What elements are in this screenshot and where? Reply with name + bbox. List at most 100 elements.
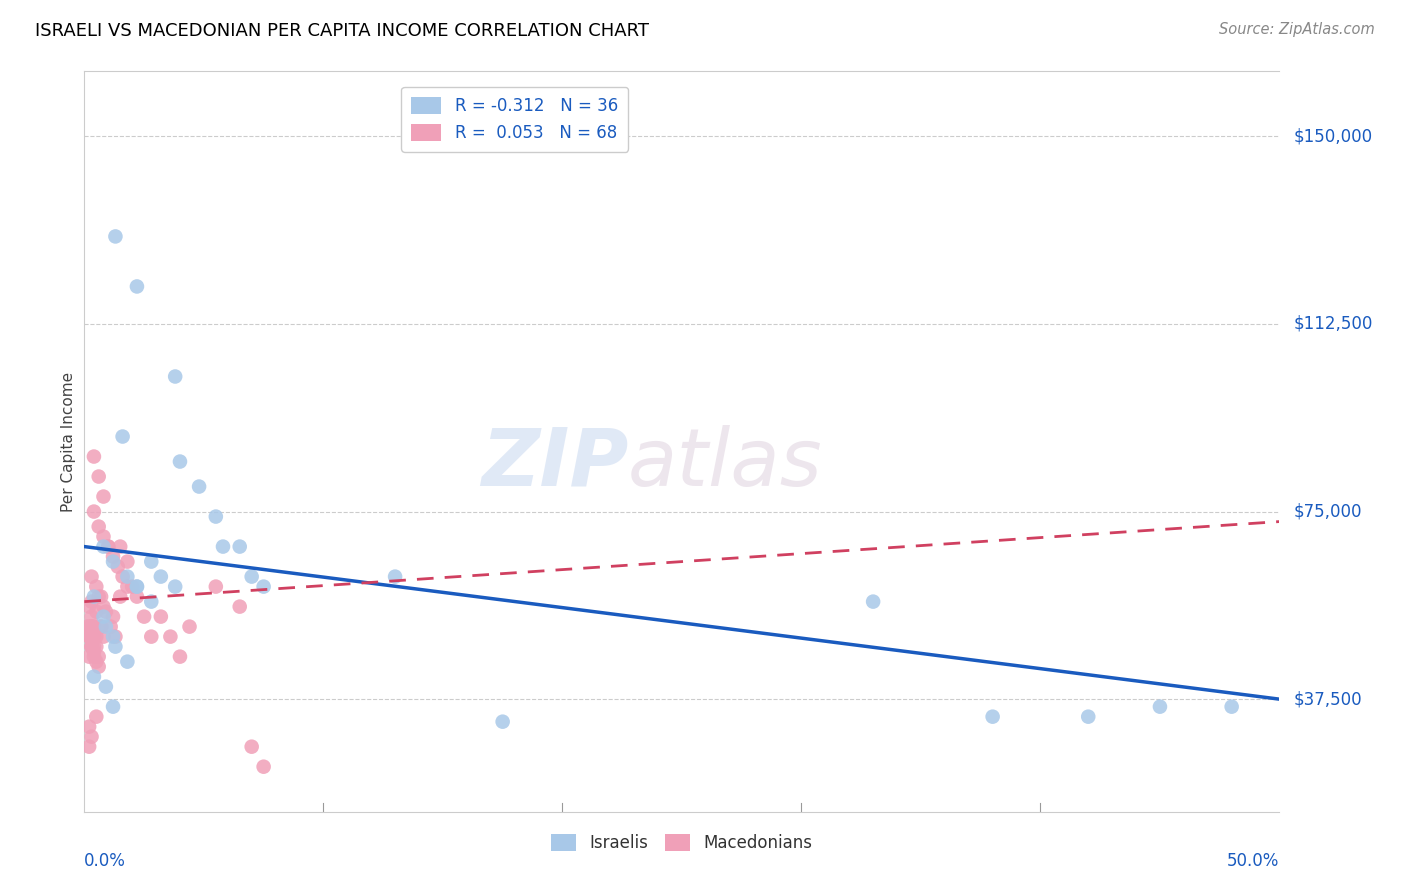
Point	[90, 620, 112, 634]
Point	[179, 620, 201, 634]
Text: $150,000: $150,000	[1294, 128, 1372, 145]
Text: atlas: atlas	[628, 425, 823, 503]
Point	[94, 620, 117, 634]
Point	[80, 609, 103, 624]
Point	[101, 555, 124, 569]
Text: ZIP: ZIP	[481, 425, 628, 503]
Point	[1220, 699, 1243, 714]
Point	[86, 640, 108, 654]
Point	[104, 229, 127, 244]
Point	[169, 649, 191, 664]
Point	[205, 580, 228, 594]
Point	[90, 590, 112, 604]
Point	[87, 590, 110, 604]
Point	[862, 594, 884, 608]
Point	[212, 540, 235, 554]
Point	[159, 630, 181, 644]
Point	[80, 594, 103, 608]
Point	[83, 645, 105, 659]
Point	[125, 590, 148, 604]
Point	[165, 580, 187, 594]
Point	[76, 620, 98, 634]
Point	[87, 659, 110, 673]
Point	[101, 549, 124, 564]
Point	[93, 540, 115, 554]
Point	[80, 620, 103, 634]
Point	[169, 454, 191, 468]
Point	[93, 630, 115, 644]
Point	[80, 640, 103, 654]
Point	[229, 540, 252, 554]
Point	[77, 720, 100, 734]
Point	[93, 599, 115, 614]
Point	[83, 649, 105, 664]
Point	[94, 605, 117, 619]
Y-axis label: Per Capita Income: Per Capita Income	[60, 371, 76, 512]
Point	[80, 730, 103, 744]
Point	[93, 530, 115, 544]
Point	[107, 559, 129, 574]
Point	[83, 670, 105, 684]
Point	[205, 509, 228, 524]
Point	[117, 655, 139, 669]
Point	[125, 580, 148, 594]
Point	[165, 369, 187, 384]
Point	[141, 555, 163, 569]
Point	[100, 620, 122, 634]
Point	[77, 739, 100, 754]
Point	[83, 620, 105, 634]
Point	[97, 540, 120, 554]
Point	[93, 609, 115, 624]
Text: $112,500: $112,500	[1294, 315, 1372, 333]
Text: Source: ZipAtlas.com: Source: ZipAtlas.com	[1219, 22, 1375, 37]
Text: $37,500: $37,500	[1294, 690, 1362, 708]
Text: $75,000: $75,000	[1294, 502, 1362, 521]
Point	[86, 605, 108, 619]
Point	[80, 640, 103, 654]
Point	[111, 429, 134, 443]
Point	[83, 630, 105, 644]
Point	[1077, 709, 1099, 723]
Text: 50.0%: 50.0%	[1227, 853, 1279, 871]
Point	[240, 569, 263, 583]
Point	[80, 630, 103, 644]
Point	[981, 709, 1004, 723]
Point	[77, 649, 100, 664]
Point	[83, 590, 105, 604]
Point	[188, 479, 211, 493]
Point	[253, 580, 276, 594]
Point	[77, 630, 100, 644]
Point	[93, 490, 115, 504]
Point	[77, 630, 100, 644]
Text: 0.0%: 0.0%	[84, 853, 127, 871]
Point	[229, 599, 252, 614]
Point	[101, 699, 124, 714]
Point	[141, 630, 163, 644]
Point	[492, 714, 515, 729]
Point	[90, 620, 112, 634]
Point	[240, 739, 263, 754]
Point	[80, 569, 103, 583]
Point	[110, 590, 132, 604]
Point	[86, 655, 108, 669]
Point	[77, 599, 100, 614]
Point	[80, 640, 103, 654]
Point	[125, 279, 148, 293]
Legend: Israelis, Macedonians: Israelis, Macedonians	[544, 828, 820, 859]
Point	[86, 580, 108, 594]
Text: ISRAELI VS MACEDONIAN PER CAPITA INCOME CORRELATION CHART: ISRAELI VS MACEDONIAN PER CAPITA INCOME …	[35, 22, 650, 40]
Point	[117, 555, 139, 569]
Point	[83, 450, 105, 464]
Point	[101, 630, 124, 644]
Point	[86, 709, 108, 723]
Point	[97, 540, 120, 554]
Point	[149, 569, 172, 583]
Point	[111, 569, 134, 583]
Point	[104, 640, 127, 654]
Point	[132, 609, 156, 624]
Point	[80, 620, 103, 634]
Point	[253, 760, 276, 774]
Point	[141, 594, 163, 608]
Point	[86, 630, 108, 644]
Point	[83, 505, 105, 519]
